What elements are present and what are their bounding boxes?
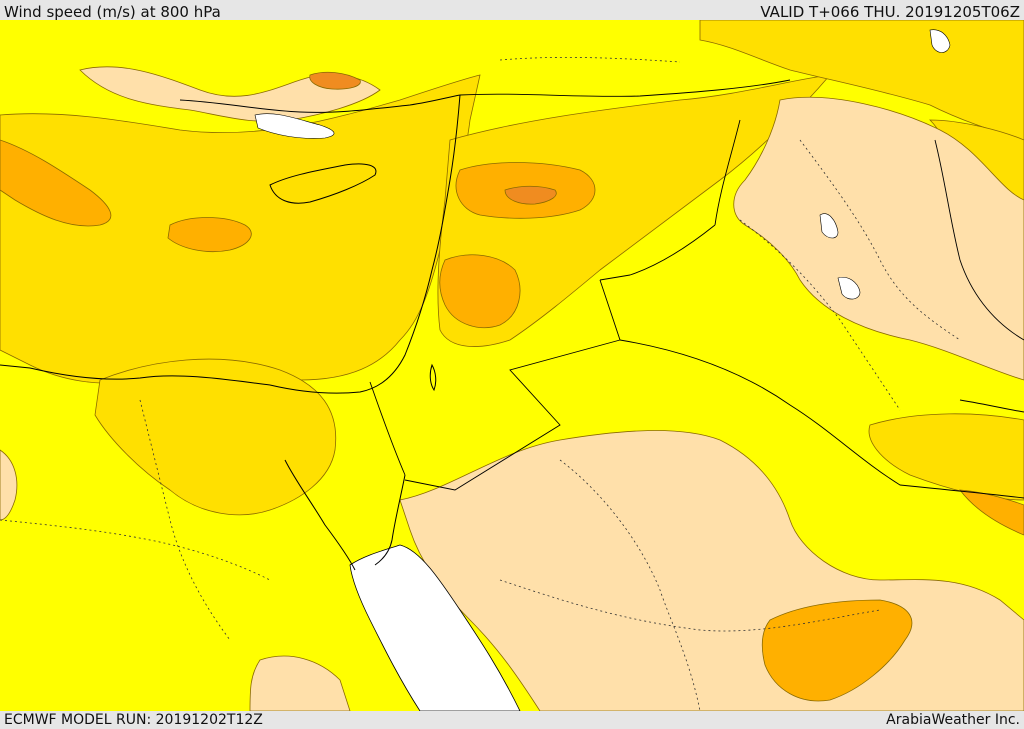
border-jordan-iraq: [599, 224, 716, 281]
border-iran-iraq: [934, 139, 1024, 341]
internal-turkey-1: [499, 56, 681, 63]
model-run: ECMWF MODEL RUN: 20191202T12Z: [4, 712, 263, 728]
contour-light-iraq-iran: [733, 97, 1024, 381]
contour-darkorange-syria: [504, 185, 557, 205]
coastlines: [0, 94, 1024, 571]
contour-orange-saudi-east: [761, 599, 913, 702]
contour-orange-jordan: [439, 254, 521, 329]
internal-iraq-1: [739, 219, 901, 411]
contour-gold-syria: [437, 74, 831, 347]
border-iraq-saudi: [619, 339, 1024, 499]
contour-orange-med-central: [167, 217, 252, 253]
contour-light-turkey: [79, 66, 381, 122]
wind-speed-map: [0, 20, 1024, 711]
gulf-of-suez: [284, 459, 356, 571]
internal-borders: [0, 56, 961, 711]
sea-white-turkey-coast: [254, 113, 335, 139]
contour-light-sudan: [249, 655, 351, 711]
lake-van: [929, 29, 951, 53]
lake-urmia: [819, 213, 839, 239]
internal-egypt-2: [0, 519, 271, 581]
internal-saudi-1: [499, 579, 881, 632]
contour-light-west: [0, 449, 18, 521]
internal-saudi-2: [559, 459, 701, 711]
persian-gulf-coast: [959, 399, 1024, 413]
border-syria-iraq: [714, 119, 741, 226]
valid-time: VALID T+066 THU. 20191205T06Z: [760, 3, 1020, 21]
header-bar: Wind speed (m/s) at 800 hPa VALID T+066 …: [0, 0, 1024, 21]
contour-darkorange-turkey: [309, 71, 361, 90]
dead-sea: [429, 363, 437, 392]
border-jordan-saudi: [404, 279, 621, 491]
contour-orange-aegean-west: [0, 139, 112, 227]
border-syria-turkey: [459, 79, 791, 97]
map-title: Wind speed (m/s) at 800 hPa: [4, 3, 221, 21]
gulf-of-aqaba: [374, 474, 406, 566]
turkey-south-coast: [179, 94, 461, 113]
credit: ArabiaWeather Inc.: [886, 712, 1020, 728]
footer-bar: ECMWF MODEL RUN: 20191202T12Z ArabiaWeat…: [0, 711, 1024, 729]
cyprus: [269, 163, 377, 204]
political-borders: [369, 79, 1024, 499]
egypt-north-coast: [0, 364, 271, 386]
border-egypt-israel: [369, 381, 406, 476]
levant-coast: [269, 94, 461, 394]
contour-gold-egypt: [94, 358, 337, 516]
lake-iran: [837, 277, 861, 300]
red-sea: [349, 544, 521, 711]
